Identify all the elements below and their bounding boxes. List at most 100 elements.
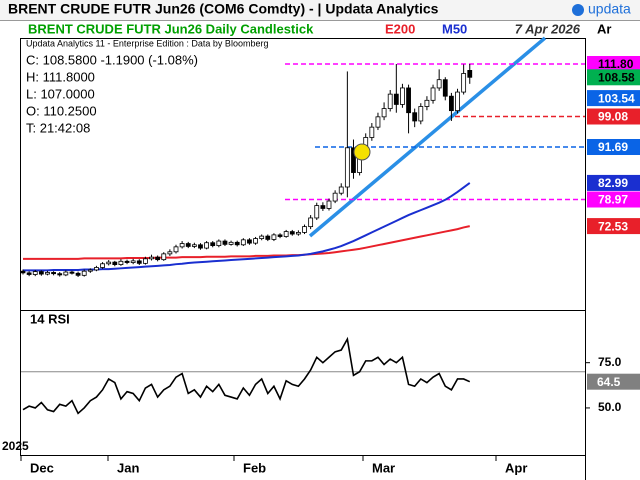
level-label: 103.54 [598,91,635,105]
candle-body [191,244,197,247]
month-label: Dec [30,460,54,475]
month-label: Jan [117,460,139,475]
candle-body [240,239,246,246]
candle-body [369,126,375,138]
chart-date: 7 Apr 2026 [515,21,581,36]
candle-body [81,270,87,276]
candle-body [338,186,344,194]
candle-body [424,99,430,107]
y-tick-label: 50.0 [598,400,622,414]
candle-body [393,93,399,105]
info-line: C: 108.5800 -1.1900 (-1.08%) [26,52,198,67]
level-label: 82.99 [598,176,628,190]
level-tag [587,218,640,235]
candle-body [185,243,191,247]
level-label: 72.53 [598,219,628,233]
level-tag [587,69,640,86]
candle-body [179,243,185,248]
info-line: T: 21:42:08 [26,120,90,135]
candle-body [308,217,314,228]
trend-line [308,36,547,238]
candle-body [94,267,99,271]
year-label: 2025 [2,439,29,453]
candle-body [467,70,473,78]
window-title: BRENT CRUDE FUTR Jun26 (COM6 Comdty) - |… [8,1,439,17]
candle-body [222,240,228,245]
candle-body [406,87,411,114]
level-tag [587,174,640,191]
candle-body [38,271,44,275]
candle-body [228,241,234,245]
candle-body [418,106,424,122]
candle-body [26,272,32,275]
candle-body [173,246,179,253]
candle-body [344,147,350,188]
info-line: H: 111.8000 [26,69,95,84]
candle-body [381,108,387,118]
level-tag [587,56,640,73]
candle-body [442,79,448,97]
candle-body [436,79,442,89]
rsi-title: 14 RSI [30,311,70,326]
candle-body [167,251,173,255]
candle-body [210,242,216,247]
candle-body [63,271,69,276]
candle-body [289,231,295,235]
level-tag [587,139,640,156]
candle-body [155,256,161,261]
month-label: Mar [372,460,395,475]
candle-body [216,240,222,247]
level-tag [587,108,640,125]
candle-body [20,270,26,274]
candle-body [295,232,301,235]
candle-body [351,147,356,173]
candle-body [130,260,136,263]
candle-body [259,235,265,239]
level-tag [587,90,640,107]
legend-m50: M50 [442,21,467,36]
candle-body [75,272,81,276]
candle-body [320,205,326,209]
level-label: 91.69 [598,140,628,154]
rsi-line [22,336,471,415]
candle-body [106,261,112,265]
candle-body [302,226,307,233]
month-label: Apr [505,460,527,475]
candle-body [87,269,93,272]
candle-body [375,116,381,128]
candle-body [57,273,63,276]
candle-body [461,73,467,93]
candle-body [32,271,38,275]
candle-body [136,260,142,264]
candle-body [161,253,167,261]
title-bar [0,0,640,20]
candle-body [69,271,75,274]
candle-body [118,260,124,265]
candle-body [112,261,118,265]
y-tick-label: 75.0 [598,355,622,369]
candle-body [124,260,130,263]
candle-body [142,258,148,264]
moving-average [23,225,470,260]
marker [353,143,371,161]
candle-body [265,235,271,240]
chart-title: BRENT CRUDE FUTR Jun26 Daily Candlestick [28,21,314,36]
logo-icon [572,4,584,16]
candle-body [45,272,50,275]
candle-body [448,95,454,112]
candle-body [400,87,405,105]
candle-body [326,200,332,209]
candle-body [455,91,460,112]
candle-body [198,244,203,249]
candle-body [314,205,320,219]
level-label: 108.58 [598,70,635,84]
candle-body [100,263,105,268]
axis-header: Ar [597,21,611,36]
legend-e200: E200 [385,21,415,36]
rsi-tag [587,373,640,390]
candle-body [283,231,289,237]
candle-body [271,234,277,240]
candle-body [277,234,283,237]
rsi-last-label: 64.5 [597,375,621,389]
